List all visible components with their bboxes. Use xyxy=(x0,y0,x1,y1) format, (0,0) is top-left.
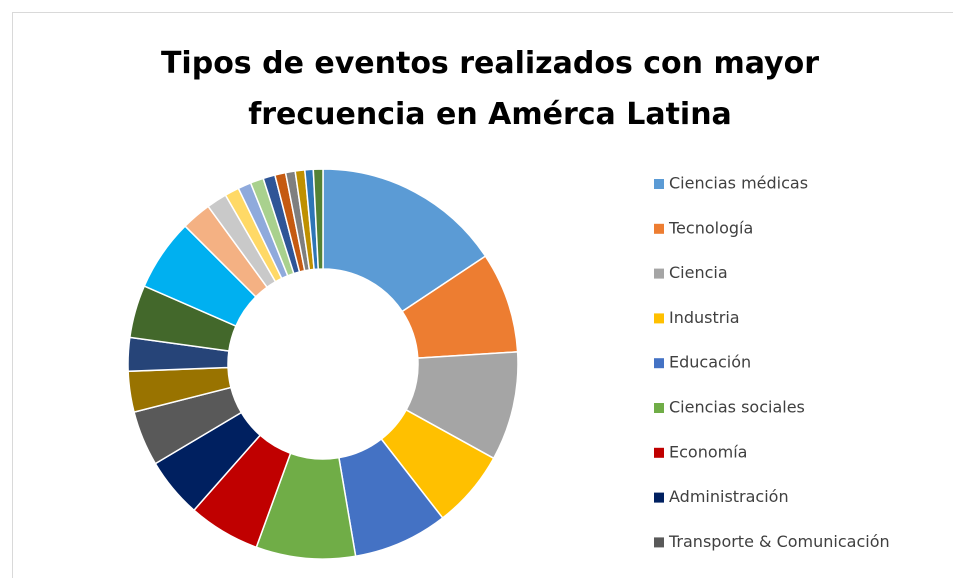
legend-label: Administración xyxy=(669,487,789,506)
legend-swatch xyxy=(654,537,664,548)
legend-label: Ciencias médicas xyxy=(669,174,808,193)
chart-title: frecuencia en Amérca Latina xyxy=(248,97,732,132)
legend-label: Industria xyxy=(669,308,740,327)
donut-slice xyxy=(322,168,487,313)
legend-label: Economía xyxy=(669,442,747,461)
donut xyxy=(127,168,519,560)
legend-swatch xyxy=(654,313,664,324)
legend-label: Ciencias sociales xyxy=(669,398,805,417)
legend-swatch xyxy=(654,492,664,503)
legend-label: Educación xyxy=(669,353,751,372)
chart-title: Tipos de eventos realizados con mayor xyxy=(161,46,819,81)
legend-swatch xyxy=(654,358,664,369)
legend: Ciencias médicas Tecnología Ciencia Industr… xyxy=(654,174,890,551)
legend-label: Transporte & Comunicación xyxy=(668,532,890,551)
legend-swatch xyxy=(654,447,664,458)
legend-label: Ciencia xyxy=(669,263,728,282)
legend-swatch xyxy=(654,268,664,279)
legend-swatch xyxy=(654,403,664,413)
legend-swatch xyxy=(654,179,664,189)
donut-slice xyxy=(312,168,324,270)
legend-label: Tecnología xyxy=(668,218,753,237)
legend-swatch xyxy=(654,223,664,234)
